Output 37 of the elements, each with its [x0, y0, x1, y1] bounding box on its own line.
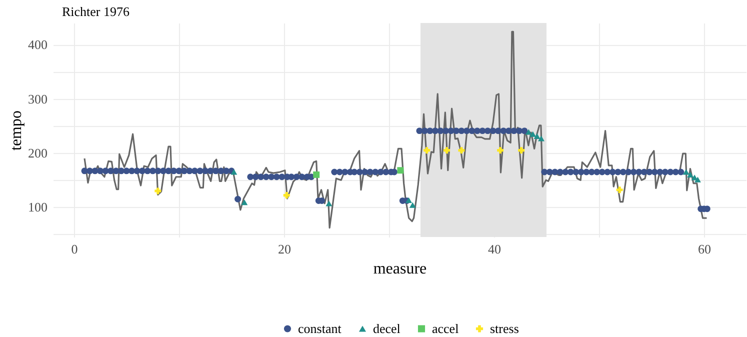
point [458, 147, 465, 154]
point [682, 169, 690, 175]
point [326, 200, 332, 206]
point [409, 202, 416, 208]
point [313, 171, 320, 178]
point [241, 200, 248, 206]
legend-label: stress [490, 320, 519, 336]
chart-title: Richter 1976 [62, 4, 130, 19]
point [687, 172, 694, 178]
point [525, 129, 532, 135]
point [283, 192, 290, 199]
x-tick-label: 0 [71, 242, 78, 256]
y-tick-label: 400 [28, 37, 48, 52]
point [694, 176, 701, 182]
y-tick-label: 200 [28, 146, 48, 161]
legend-label: accel [432, 320, 460, 336]
legend-label: constant [298, 320, 342, 336]
x-tick-label: 40 [488, 242, 501, 256]
line-series [84, 30, 708, 229]
point [616, 186, 623, 194]
point [538, 136, 544, 142]
point [154, 188, 162, 194]
x-tick-label: 20 [278, 242, 291, 256]
point [444, 147, 450, 154]
x-tick-label: 60 [698, 242, 711, 256]
point [424, 147, 430, 154]
y-tick-label: 300 [28, 91, 48, 106]
x-axis-title: measure [373, 260, 427, 278]
point [497, 147, 504, 154]
point [518, 147, 525, 154]
point [230, 169, 238, 175]
y-tick-label: 100 [28, 200, 48, 215]
y-axis-title: tempo [8, 110, 25, 150]
point [534, 133, 540, 140]
point [397, 167, 404, 174]
point [530, 131, 536, 137]
legend-label: decel [373, 320, 401, 336]
